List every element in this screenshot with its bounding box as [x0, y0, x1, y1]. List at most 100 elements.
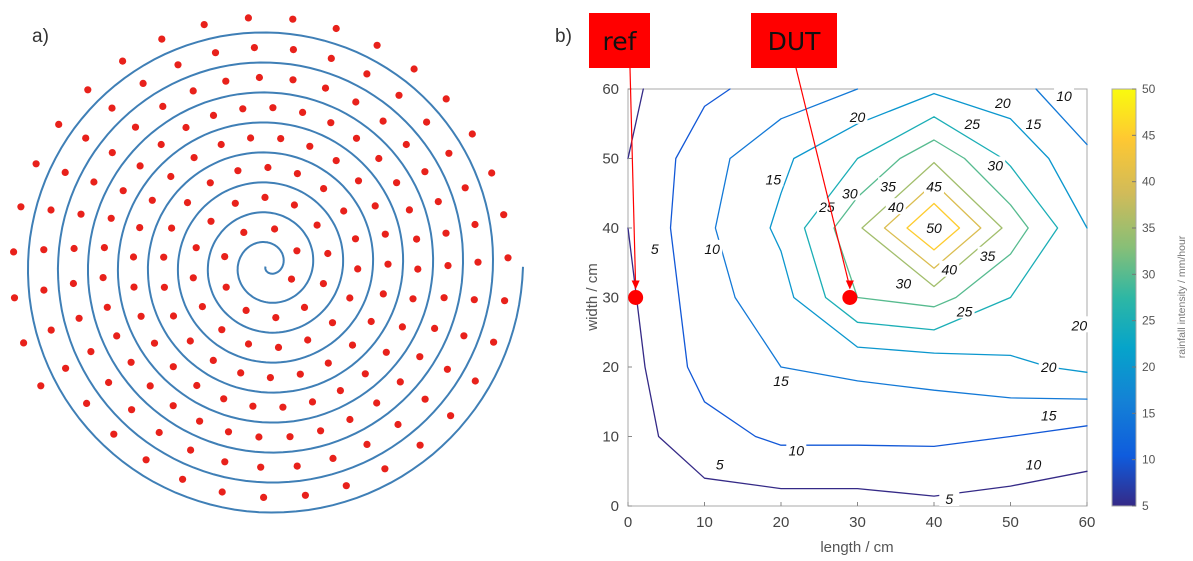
rain-gauge-dot	[150, 339, 159, 347]
rain-gauge-dot	[169, 402, 177, 410]
rain-gauge-dot	[221, 253, 229, 261]
x-tick-label: 0	[624, 514, 632, 531]
rain-gauge-dot	[231, 199, 239, 207]
marker-label-box	[751, 13, 837, 68]
y-tick-label: 40	[602, 220, 619, 237]
contour-label: 10	[1026, 456, 1042, 472]
contour-label-bg	[1038, 358, 1059, 374]
rain-gauge-dot	[131, 123, 140, 131]
rain-gauge-dot	[306, 142, 314, 150]
rain-gauge-dot	[130, 283, 138, 291]
rain-gauge-dot	[160, 253, 168, 261]
rain-gauge-dot	[500, 211, 508, 219]
contour-label-bg	[954, 302, 975, 319]
rain-gauge-dot	[55, 120, 63, 128]
rain-gauge-dot	[398, 323, 406, 331]
x-tick-label: 30	[849, 514, 866, 531]
contour-level-45	[906, 202, 961, 251]
rain-gauge-dot	[167, 172, 175, 181]
contour-label: 15	[773, 373, 789, 389]
contour-level-15	[714, 88, 1088, 400]
rain-gauge-dot	[287, 275, 296, 283]
contour-level-35	[861, 161, 1003, 288]
rain-gauge-dot	[361, 370, 369, 378]
contour-label-bg	[1023, 114, 1044, 131]
rain-gauge-dot	[69, 279, 77, 288]
rain-gauge-dot	[332, 24, 340, 33]
rain-gauge-dot	[113, 332, 121, 340]
rain-gauge-dot	[409, 295, 417, 303]
rain-gauge-dot	[222, 283, 230, 291]
rain-gauge-dot	[413, 235, 421, 243]
rain-gauge-dot	[299, 108, 307, 116]
rain-gauge-dot	[146, 382, 154, 390]
rain-gauge-dot	[207, 217, 215, 225]
rain-gauge-dot	[196, 417, 204, 425]
rain-gauge-dot	[504, 254, 512, 262]
rain-gauge-dot	[470, 296, 478, 304]
contour-label: 15	[766, 171, 782, 187]
colorbar-tick-label: 5	[1142, 499, 1149, 513]
rain-gauge-dot	[367, 317, 375, 326]
rain-gauge-dot	[169, 312, 178, 320]
rain-gauge-dot	[363, 440, 371, 448]
contour-label-bg	[1023, 455, 1044, 472]
rain-gauge-dot	[47, 326, 55, 334]
rain-gauge-dot	[272, 314, 280, 322]
rain-gauge-dot	[346, 294, 354, 302]
x-tick-label: 20	[773, 514, 790, 531]
rain-gauge-dot	[289, 76, 297, 84]
rain-gauge-dot	[136, 224, 144, 232]
rain-gauge-dot	[70, 244, 78, 253]
rain-gauge-dot	[159, 102, 167, 110]
rain-gauge-dot	[266, 374, 274, 382]
contour-label-bg	[816, 198, 837, 215]
rain-gauge-dot	[206, 179, 214, 187]
contour-level-10	[669, 88, 1088, 448]
panel-b-label: b)	[555, 26, 572, 47]
rain-gauge-dot	[107, 214, 115, 222]
rain-gauge-dot	[342, 482, 350, 490]
contour-label-bg	[1038, 406, 1059, 423]
rain-gauge-dot	[379, 117, 387, 125]
contour-label-bg	[847, 107, 868, 124]
rain-gauge-dot	[83, 399, 91, 407]
rain-gauge-dot	[186, 337, 194, 345]
rain-gauge-dot	[217, 140, 225, 149]
rain-gauge-dot	[244, 340, 253, 348]
marker-arrowhead	[845, 280, 854, 290]
rain-gauge-dot	[244, 14, 252, 22]
spiral-line	[26, 31, 524, 514]
rain-gauge-dot	[293, 247, 301, 255]
rain-gauge-dot	[40, 246, 48, 254]
rain-gauge-dot	[237, 369, 245, 377]
rain-gauge-dot	[329, 454, 337, 462]
rain-gauge-dot	[468, 130, 476, 138]
marker-label-box	[589, 13, 650, 68]
rain-gauge-dot	[239, 105, 247, 113]
colorbar	[1111, 88, 1137, 507]
contour-label: 15	[1026, 116, 1042, 132]
rain-gauge-dot	[108, 149, 116, 157]
rain-gauge-dot	[211, 49, 220, 57]
rain-gauge-dot	[416, 353, 424, 361]
rain-gauge-dot	[234, 167, 242, 175]
rain-gauge-dot	[373, 41, 381, 49]
rain-gauge-dot	[421, 168, 429, 176]
rain-gauge-dot	[75, 314, 83, 322]
rain-gauge-dot	[220, 395, 228, 403]
contour-label: 20	[1071, 317, 1088, 333]
rain-gauge-dot	[405, 206, 413, 214]
rain-gauge-dot	[340, 207, 348, 215]
rain-gauge-dot	[192, 244, 200, 252]
rain-gauge-dot	[471, 220, 479, 229]
marker-point	[842, 290, 858, 305]
colorbar-label: rainfall intensity / mm/hour	[1176, 235, 1188, 358]
rain-gauge-dot	[332, 157, 340, 165]
rain-gauge-dot	[158, 35, 166, 43]
y-tick-label: 60	[602, 81, 619, 98]
contour-label-bg	[1069, 316, 1090, 333]
rain-gauge-dot	[168, 224, 176, 232]
colorbar-ticks: 5 10 15 20 25 30 35 40 45 50	[1132, 82, 1156, 513]
rain-gauge-dot	[434, 198, 442, 206]
